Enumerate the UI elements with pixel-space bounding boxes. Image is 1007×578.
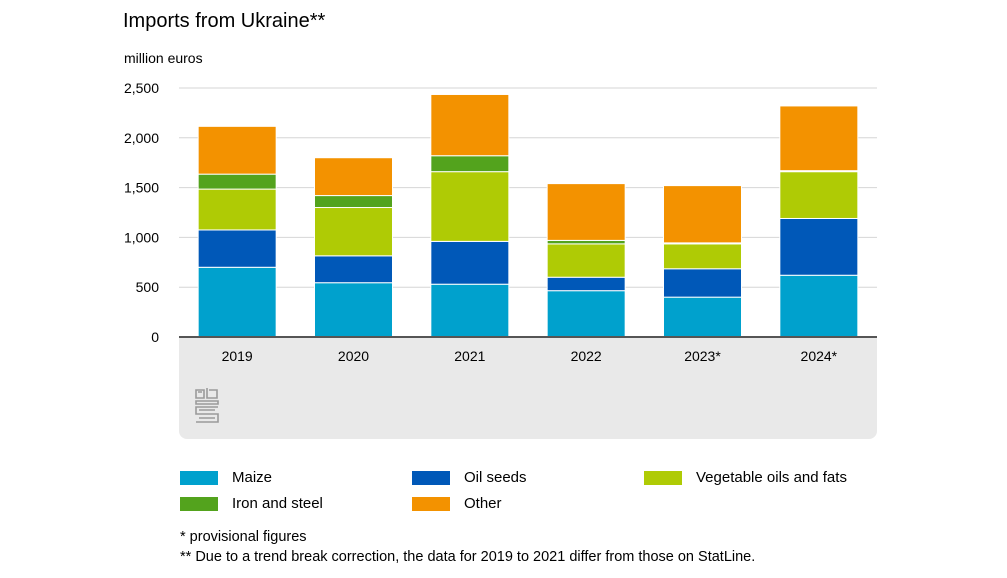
bar-segment-vegetable-oils-and-fats-2023 [663, 243, 742, 270]
legend-item-maize: Maize [180, 469, 272, 486]
bar-segment-maize-2020 [314, 282, 393, 338]
legend-item-iron-and-steel: Iron and steel [180, 495, 323, 512]
bar-segment-iron-and-steel-2020 [314, 195, 393, 209]
y-axis-unit-label: million euros [124, 50, 203, 66]
y-tick-label: 0 [151, 329, 159, 345]
bar-segment-oil-seeds-2024 [779, 217, 859, 276]
x-tick-label: 2019 [222, 348, 253, 364]
legend-item-oil-seeds: Oil seeds [412, 469, 527, 486]
bar-segment-maize-2022 [546, 290, 626, 338]
x-axis-tick-labels: 2019 2020 2021 2022 2023* 2024* [222, 348, 838, 364]
x-tick-label: 2023* [684, 348, 721, 364]
bar-segment-iron-and-steel-2021 [430, 155, 510, 173]
y-tick-label: 1,500 [124, 180, 159, 196]
bar-segment-other-2024 [779, 105, 859, 172]
bar-segment-vegetable-oils-and-fats-2024 [779, 171, 859, 219]
legend-swatch [412, 470, 450, 485]
bar-segment-other-2022 [546, 183, 626, 241]
legend-item-other: Other [412, 495, 502, 512]
legend-label: Iron and steel [232, 495, 323, 512]
cbs-logo-icon [194, 388, 222, 429]
chart-title: Imports from Ukraine** [123, 10, 326, 32]
bar-segment-maize-2021 [430, 283, 510, 338]
legend-swatch [644, 470, 682, 485]
x-tick-label: 2021 [454, 348, 485, 364]
x-axis-background-panel [179, 337, 877, 439]
bar-segment-oil-seeds-2023 [663, 268, 742, 298]
bar-segment-iron-and-steel-2022 [546, 239, 626, 245]
legend-label: Maize [232, 469, 273, 486]
bar-segment-other-2023 [663, 185, 742, 244]
footnote: ** Due to a trend break correction, the … [180, 549, 756, 565]
bar-segment-other-2019 [197, 125, 277, 175]
legend-label: Oil seeds [464, 469, 527, 486]
legend-label: Other [464, 495, 502, 512]
bar-segment-other-2021 [430, 93, 510, 157]
legend-swatch [180, 470, 218, 485]
bar-segment-maize-2019 [197, 266, 277, 338]
footnote: * provisional figures [180, 529, 307, 545]
bar-segment-other-2020 [314, 157, 393, 197]
stacked-bar-chart: 0 500 1,000 1,500 2,000 2,500 2019 2020 2021 202… [124, 80, 877, 364]
y-tick-label: 1,000 [124, 229, 159, 245]
bar-segment-oil-seeds-2021 [430, 240, 510, 285]
bar-segment-oil-seeds-2022 [546, 276, 626, 292]
bar-segment-maize-2023 [663, 296, 742, 338]
legend-swatch [412, 496, 450, 511]
y-tick-label: 2,500 [124, 80, 159, 96]
bar-segment-oil-seeds-2020 [314, 255, 393, 284]
bar-segment-vegetable-oils-and-fats-2020 [314, 207, 393, 257]
bar-segment-maize-2024 [779, 274, 859, 338]
bar-series [197, 93, 859, 338]
x-tick-label: 2020 [338, 348, 369, 364]
x-tick-label: 2022 [571, 348, 602, 364]
y-tick-label: 2,000 [124, 130, 159, 146]
bar-segment-iron-and-steel-2019 [197, 173, 277, 190]
bar-segment-vegetable-oils-and-fats-2019 [197, 188, 277, 231]
bar-segment-vegetable-oils-and-fats-2022 [546, 243, 626, 278]
legend-label: Vegetable oils and fats [696, 469, 847, 486]
y-axis-tick-labels: 0 500 1,000 1,500 2,000 2,500 [124, 80, 159, 345]
bar-segment-oil-seeds-2019 [197, 229, 277, 268]
legend-swatch [180, 496, 218, 511]
y-tick-label: 500 [136, 279, 160, 295]
legend-item-vegetable-oils-and-fats: Vegetable oils and fats [644, 469, 847, 486]
bar-segment-vegetable-oils-and-fats-2021 [430, 171, 510, 242]
gridlines [179, 87, 877, 288]
x-tick-label: 2024* [801, 348, 838, 364]
